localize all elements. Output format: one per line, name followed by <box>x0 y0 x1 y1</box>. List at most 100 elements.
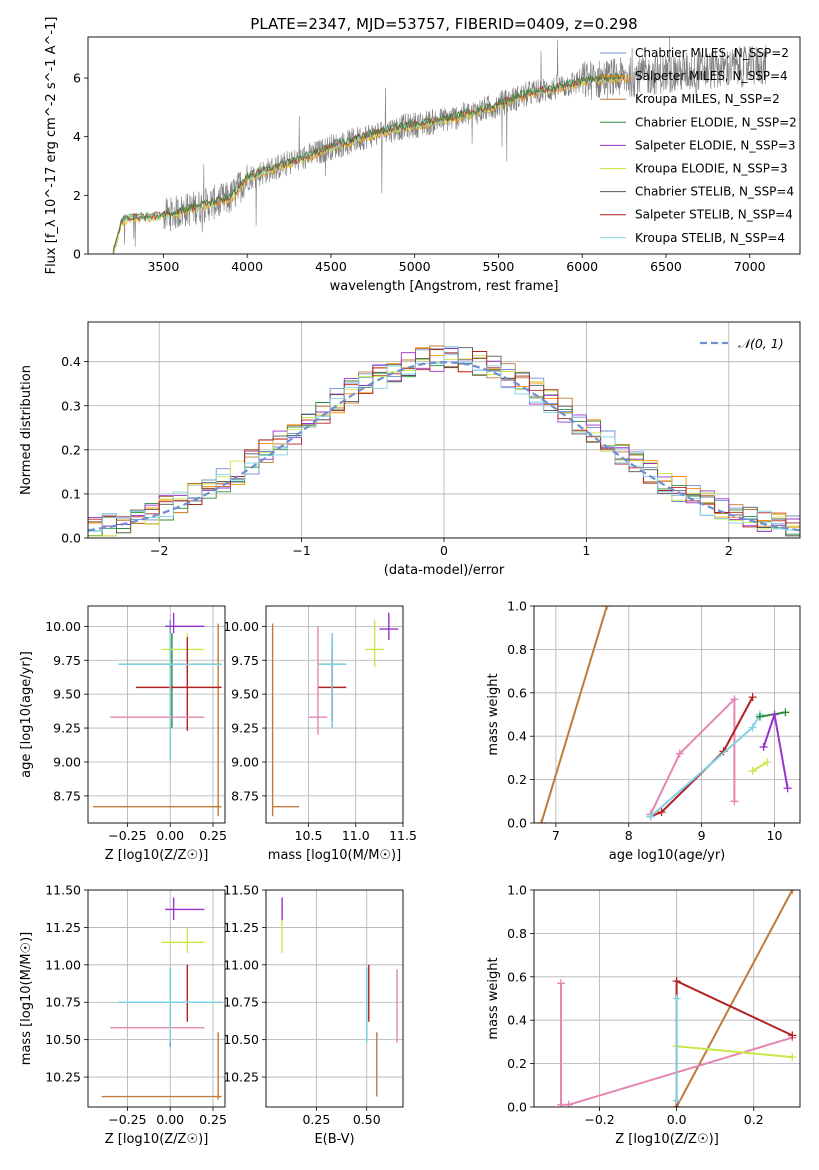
weight-marker <box>759 743 768 752</box>
x-tick-label: 10 <box>767 828 783 843</box>
plot-area <box>88 890 225 1107</box>
x-axis-label: age log10(age/yr) <box>609 848 726 863</box>
y-tick-label: 0.2 <box>61 442 81 457</box>
weight-marker <box>748 693 757 702</box>
observed-spectrum <box>112 37 767 254</box>
x-tick-label: 0 <box>440 543 448 558</box>
y-tick-label: 0.6 <box>507 685 527 700</box>
axes-frame <box>265 889 404 1108</box>
legend-label: Salpeter MILES, N_SSP=4 <box>635 69 788 83</box>
axes-frame <box>87 889 226 1108</box>
y-tick-label: 11.50 <box>45 883 81 898</box>
x-axis-label: Z [log10(Z/Z☉)] <box>615 1132 719 1147</box>
x-tick-label: 0.00 <box>156 1112 184 1127</box>
y-tick-label: 0.3 <box>61 398 81 413</box>
weight-marker <box>788 1053 797 1062</box>
y-tick-label: 11.25 <box>223 920 259 935</box>
x-tick-label: 4500 <box>315 259 347 274</box>
weight-marker <box>770 710 779 719</box>
x-axis-label: mass [log10(M/M☉)] <box>268 848 401 863</box>
y-tick-label: 4 <box>73 129 81 144</box>
weight-line <box>675 890 794 1107</box>
y-tick-label: 0.8 <box>507 926 527 941</box>
y-axis-label: mass weight <box>486 673 501 755</box>
weight-line <box>540 606 608 823</box>
y-tick-label: 0.1 <box>61 486 81 501</box>
y-tick-label: 9.25 <box>231 721 259 736</box>
legend-label: Chabrier ELODIE, N_SSP=2 <box>635 115 797 129</box>
panel-spectrum: 3500 4000 4500 5000 5500 6000 6500 7000 0 2 4 6 wave… <box>44 17 801 294</box>
model-spectrum <box>112 72 625 254</box>
y-tick-label: 8.75 <box>231 788 259 803</box>
weight-marker <box>672 977 681 986</box>
x-tick-label: −0.2 <box>584 1112 614 1127</box>
axes-frame <box>87 605 226 824</box>
y-tick-label: 10.00 <box>45 619 81 634</box>
weight-line <box>752 761 768 772</box>
figure-title: PLATE=2347, MJD=53757, FIBERID=0409, z=0… <box>250 15 637 33</box>
x-tick-label: 0.00 <box>156 828 184 843</box>
x-tick-label: 0.2 <box>744 1112 764 1127</box>
y-tick-label: 0.4 <box>507 1013 527 1028</box>
y-tick-label: 9.50 <box>53 687 81 702</box>
weight-line <box>649 696 736 815</box>
plot-area <box>266 606 403 823</box>
y-tick-label: 9.00 <box>53 754 81 769</box>
x-tick-label: 7000 <box>734 259 766 274</box>
x-tick-label: −2 <box>150 543 168 558</box>
y-tick-label: 0.2 <box>507 772 527 787</box>
axes-frame <box>87 321 801 539</box>
weight-marker <box>781 708 790 717</box>
y-tick-label: 10.50 <box>223 1032 259 1047</box>
weight-marker <box>763 758 772 767</box>
x-axis-label: Z [log10(Z/Z☉)] <box>105 1132 209 1147</box>
x-tick-label: 7 <box>552 828 560 843</box>
weight-marker <box>755 712 764 721</box>
x-tick-label: 6500 <box>650 259 682 274</box>
weight-marker <box>730 797 739 806</box>
y-tick-label: 1.0 <box>507 883 527 898</box>
legend-label: Kroupa MILES, N_SSP=2 <box>635 92 780 106</box>
y-tick-label: 9.00 <box>231 754 259 769</box>
legend-label: Kroupa STELIB, N_SSP=4 <box>635 231 785 245</box>
x-tick-label: 2 <box>725 543 733 558</box>
residual-histogram <box>88 346 800 532</box>
y-tick-label: 10.25 <box>223 1070 259 1085</box>
y-tick-label: 9.75 <box>53 653 81 668</box>
y-tick-label: 11.00 <box>223 957 259 972</box>
weight-marker <box>783 784 792 793</box>
weight-marker <box>657 808 666 817</box>
weight-marker <box>602 606 611 610</box>
y-tick-label: 0.8 <box>507 642 527 657</box>
x-tick-label: 10.5 <box>295 828 323 843</box>
weight-marker <box>788 1031 797 1040</box>
axes-frame <box>533 889 801 1108</box>
x-axis-label: Z [log10(Z/Z☉)] <box>105 848 209 863</box>
axes-frame <box>87 36 801 255</box>
y-tick-label: 0.2 <box>507 1056 527 1071</box>
legend-label: Salpeter STELIB, N_SSP=4 <box>635 208 793 222</box>
panel-massweight-vs-age: 7 8 9 10 0.0 0.2 0.4 0.6 0.8 1.0 age log10(age/yr)… <box>486 599 801 863</box>
y-tick-label: 0.4 <box>61 354 81 369</box>
x-tick-label: 0.25 <box>199 1112 227 1127</box>
weight-marker <box>556 979 565 988</box>
x-axis-label: (data-model)/error <box>384 563 505 578</box>
plot-area <box>266 890 403 1107</box>
legend-label: Chabrier STELIB, N_SSP=4 <box>635 185 794 199</box>
y-tick-label: 11.50 <box>223 883 259 898</box>
x-tick-label: 5500 <box>483 259 515 274</box>
x-tick-label: −1 <box>292 543 310 558</box>
y-tick-label: 10.25 <box>45 1070 81 1085</box>
x-tick-label: 4000 <box>231 259 263 274</box>
weight-marker <box>788 890 797 894</box>
y-tick-label: 2 <box>73 188 81 203</box>
x-tick-label: 0.25 <box>199 828 227 843</box>
x-tick-label: 3500 <box>147 259 179 274</box>
panel-age-vs-Z: −0.25 0.00 0.25 8.75 9.00 9.25 9.50 9.75 10.00 Z … <box>19 605 227 863</box>
legend-label: Salpeter ELODIE, N_SSP=3 <box>635 138 796 152</box>
plot-area <box>112 37 767 254</box>
y-tick-label: 9.50 <box>231 687 259 702</box>
x-tick-label: 11.0 <box>342 828 370 843</box>
x-tick-label: 8 <box>625 828 633 843</box>
